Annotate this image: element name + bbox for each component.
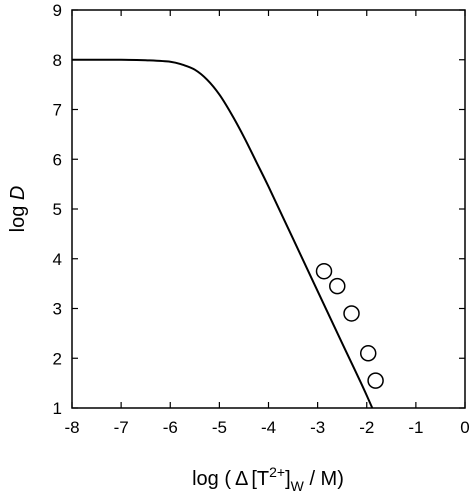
x-tick-label: -4 bbox=[261, 418, 276, 437]
y-tick-label: 8 bbox=[53, 51, 62, 70]
curve-layer bbox=[72, 58, 374, 408]
data-point bbox=[343, 305, 360, 322]
data-point bbox=[359, 345, 377, 362]
y-tick-label: 1 bbox=[53, 399, 62, 418]
y-tick-label: 5 bbox=[53, 200, 62, 219]
x-tick-label: -2 bbox=[359, 418, 374, 437]
data-point bbox=[315, 262, 333, 280]
x-tick-label: -5 bbox=[212, 418, 227, 437]
x-axis-title: log (Δ [T2+]W / M) bbox=[192, 464, 344, 494]
x-tick-label: -8 bbox=[64, 418, 79, 437]
y-tick-label: 9 bbox=[53, 1, 62, 20]
x-tick-label: -3 bbox=[310, 418, 325, 437]
x-tick-label: -6 bbox=[163, 418, 178, 437]
x-tick-label: -7 bbox=[114, 418, 129, 437]
x-tick-label: -1 bbox=[408, 418, 423, 437]
data-point bbox=[367, 372, 384, 389]
model-curve bbox=[72, 58, 374, 408]
y-tick-label: 4 bbox=[53, 250, 62, 269]
data-point bbox=[329, 277, 346, 295]
y-tick-label: 2 bbox=[53, 349, 62, 368]
marker-layer bbox=[315, 262, 384, 389]
y-tick-label: 3 bbox=[53, 300, 62, 319]
y-tick-label: 7 bbox=[53, 101, 62, 120]
y-tick-label: 6 bbox=[53, 150, 62, 169]
x-tick-label: 0 bbox=[460, 418, 469, 437]
plot-frame bbox=[71, 9, 466, 409]
y-axis-title: log D bbox=[7, 186, 29, 233]
tick-layer: -8 -7 -6 -5 -4 -3 -2 -1 0 1 2 3 4 5 6 7 8 9 bbox=[53, 1, 470, 437]
